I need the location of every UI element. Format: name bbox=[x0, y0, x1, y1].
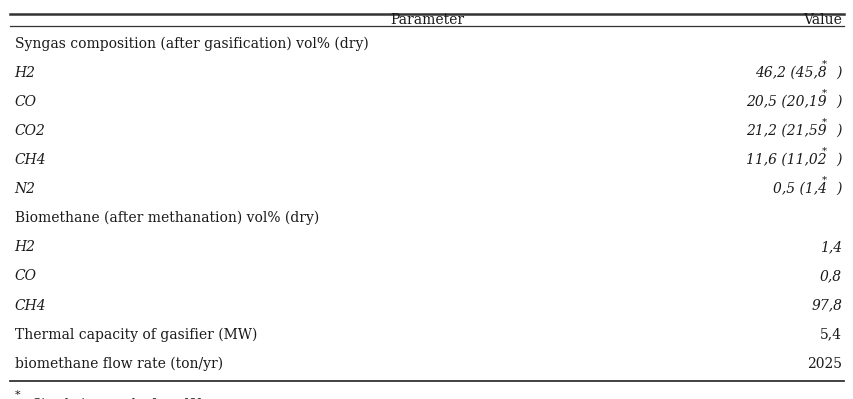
Text: 0,8: 0,8 bbox=[819, 269, 841, 283]
Text: 2025: 2025 bbox=[806, 357, 841, 371]
Text: CO: CO bbox=[15, 269, 37, 283]
Text: Thermal capacity of gasifier (MW): Thermal capacity of gasifier (MW) bbox=[15, 328, 257, 342]
Text: *: * bbox=[821, 59, 826, 68]
Text: *: * bbox=[821, 176, 826, 185]
Text: *: * bbox=[821, 147, 826, 156]
Text: Parameter: Parameter bbox=[390, 13, 463, 27]
Text: *: * bbox=[821, 118, 826, 126]
Text: 0,5 (1,4: 0,5 (1,4 bbox=[772, 182, 826, 196]
Text: H2: H2 bbox=[15, 240, 36, 254]
Text: 21,2 (21,59: 21,2 (21,59 bbox=[746, 124, 826, 138]
Text: CO: CO bbox=[15, 95, 37, 109]
Text: CO2: CO2 bbox=[15, 124, 45, 138]
Text: ): ) bbox=[836, 182, 841, 196]
Text: N2: N2 bbox=[15, 182, 36, 196]
Text: 20,5 (20,19: 20,5 (20,19 bbox=[746, 95, 826, 109]
Text: CH4: CH4 bbox=[15, 153, 46, 167]
Text: Biomethane (after methanation) vol% (dry): Biomethane (after methanation) vol% (dry… bbox=[15, 211, 318, 225]
Text: CH4: CH4 bbox=[15, 298, 46, 312]
Text: H2: H2 bbox=[15, 65, 36, 79]
Text: 11,6 (11,02: 11,6 (11,02 bbox=[746, 153, 826, 167]
Text: ): ) bbox=[836, 65, 841, 79]
Text: 5,4: 5,4 bbox=[819, 328, 841, 342]
Text: biomethane flow rate (ton/yr): biomethane flow rate (ton/yr) bbox=[15, 357, 223, 371]
Text: *: * bbox=[821, 89, 826, 97]
Text: ): ) bbox=[836, 95, 841, 109]
Text: ): ) bbox=[836, 153, 841, 167]
Text: 97,8: 97,8 bbox=[810, 298, 841, 312]
Text: Value: Value bbox=[802, 13, 841, 27]
Text: Syngas composition (after gasification) vol% (dry): Syngas composition (after gasification) … bbox=[15, 36, 368, 51]
Text: ): ) bbox=[836, 124, 841, 138]
Text: 46,2 (45,8: 46,2 (45,8 bbox=[754, 65, 826, 79]
Text: Simulation results from [8]: Simulation results from [8] bbox=[29, 397, 201, 399]
Text: 1,4: 1,4 bbox=[819, 240, 841, 254]
Text: *: * bbox=[15, 390, 20, 399]
